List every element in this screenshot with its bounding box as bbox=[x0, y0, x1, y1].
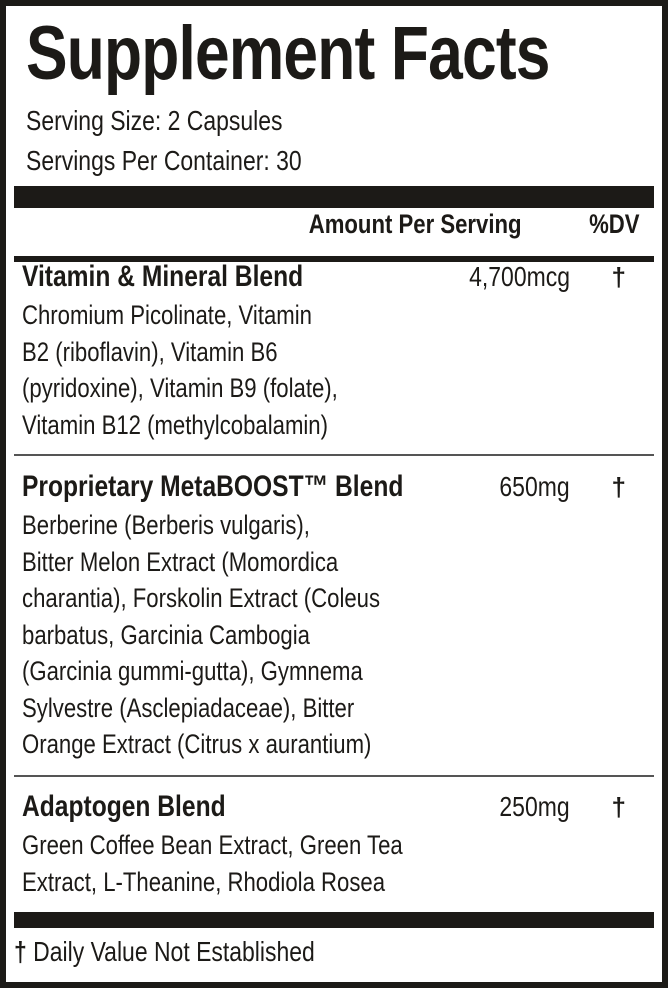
row-divider bbox=[14, 775, 654, 777]
servings-per-container: Servings Per Container: 30 bbox=[26, 144, 362, 178]
ingredient-row: Proprietary MetaBOOST™ Blend Berberine (B… bbox=[22, 469, 652, 763]
serving-size-text: Serving Size: 2 Capsules bbox=[26, 105, 283, 136]
ingredient-line: charantia), Forskolin Extract (Coleus bbox=[22, 583, 381, 613]
ingredient-line: (pyridoxine), Vitamin B9 (folate), bbox=[22, 373, 338, 403]
ingredient-line: Vitamin B12 (methylcobalamin) bbox=[22, 409, 329, 440]
amount: 250mg bbox=[499, 791, 570, 822]
ingredient-row: Adaptogen Blend Green Coffee Bean Extract… bbox=[22, 789, 652, 900]
blend-name: Adaptogen Blend bbox=[22, 790, 226, 823]
dagger-icon: † bbox=[611, 262, 626, 292]
footnote: † Daily Value Not Established bbox=[14, 934, 381, 970]
ingredient-line: Extract, L-Theanine, Rhodiola Rosea bbox=[22, 866, 386, 897]
ingredient-line: Sylvestre (Asclepiadaceae), Bitter bbox=[22, 692, 355, 723]
dagger-icon: † bbox=[14, 936, 27, 967]
thick-divider bbox=[14, 186, 654, 208]
supplement-facts-panel: Supplement Facts Serving Size: 2 Capsule… bbox=[6, 6, 662, 982]
amount: 650mg bbox=[499, 471, 570, 502]
dv-header-text: %DV bbox=[589, 209, 640, 239]
ingredient-line: B2 (riboflavin), Vitamin B6 bbox=[22, 336, 278, 367]
servings-per-container-text: Servings Per Container: 30 bbox=[26, 145, 302, 176]
blend-name: Proprietary MetaBOOST™ Blend bbox=[22, 470, 404, 503]
dagger-icon: † bbox=[611, 472, 626, 502]
title: Supplement Facts bbox=[26, 10, 665, 98]
dagger-icon: † bbox=[611, 792, 626, 822]
bottom-divider bbox=[14, 912, 654, 928]
amount-header: Amount Per Serving bbox=[262, 206, 522, 242]
amount: 4,700mcg bbox=[469, 261, 570, 292]
amount-header-text: Amount Per Serving bbox=[309, 209, 522, 239]
ingredient-line: Green Coffee Bean Extract, Green Tea bbox=[22, 830, 403, 860]
title-text: Supplement Facts bbox=[26, 11, 550, 96]
ingredient-line: (Garcinia gummi-gutta), Gymnema bbox=[22, 656, 363, 686]
ingredient-line: Bitter Melon Extract (Momordica bbox=[22, 546, 339, 577]
serving-size: Serving Size: 2 Capsules bbox=[26, 104, 339, 138]
ingredient-line: Orange Extract (Citrus x aurantium) bbox=[22, 729, 372, 759]
ingredient-line: barbatus, Garcinia Cambogia bbox=[22, 619, 310, 650]
header-divider bbox=[14, 256, 654, 262]
ingredient-line: Berberine (Berberis vulgaris), bbox=[22, 510, 310, 540]
row-divider bbox=[14, 454, 654, 456]
ingredient-row: Vitamin & Mineral Blend Chromium Picolina… bbox=[22, 259, 652, 443]
footnote-text: Daily Value Not Established bbox=[33, 936, 315, 967]
blend-name: Vitamin & Mineral Blend bbox=[22, 260, 304, 293]
dv-header: %DV bbox=[578, 206, 640, 242]
ingredient-line: Chromium Picolinate, Vitamin bbox=[22, 300, 312, 330]
